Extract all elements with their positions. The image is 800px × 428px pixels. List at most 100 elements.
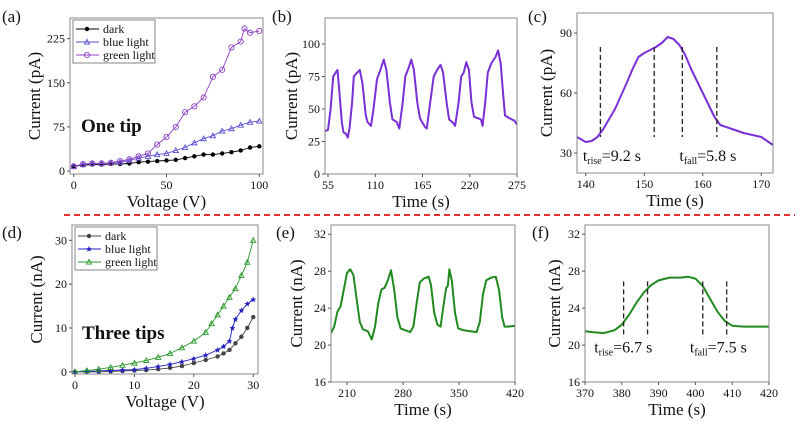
panel-a: (a) 0 50 100 0 75 150 225 Voltage (V) Current (pA… (2, 7, 268, 211)
plot-frame (330, 224, 516, 383)
data-point (208, 320, 216, 327)
data-point (119, 367, 126, 373)
data-point (226, 338, 233, 344)
data-point (238, 307, 245, 314)
data-point (243, 258, 251, 265)
annotation-subscript: fall (694, 347, 708, 358)
data-point (218, 127, 226, 134)
data-point (202, 328, 210, 335)
data-point (239, 334, 244, 339)
series-dark (71, 144, 262, 169)
y-tick-label: 20 (314, 338, 326, 352)
x-axis-label: Time (s) (648, 400, 705, 419)
y-tick-label: 25 (308, 135, 320, 149)
y-tick-label: 16 (314, 375, 326, 389)
data-point (79, 160, 87, 168)
x-tick-label: 55 (322, 178, 334, 192)
data-point (249, 236, 257, 243)
data-point (95, 365, 103, 372)
annotation-subscript: rise (599, 347, 614, 358)
annotation-subscript: fall (684, 156, 698, 167)
data-point (237, 38, 244, 45)
y-axis-label: Current (nA) (287, 259, 306, 347)
time-annotation: trise=6.7 s (594, 339, 652, 358)
y-tick-label: 30 (55, 233, 67, 247)
x-axis-label: Time (s) (646, 191, 703, 210)
series-line (73, 28, 260, 167)
data-point (84, 26, 90, 32)
x-tick-label: 220 (461, 178, 479, 192)
data-point (219, 151, 225, 156)
data-point (200, 135, 207, 142)
x-tick-label: 0 (71, 178, 77, 192)
y-tick-label: 75 (308, 70, 320, 84)
y-tick-label: 75 (53, 120, 65, 134)
data-point (155, 158, 160, 164)
x-tick-label: 410 (723, 386, 741, 400)
plot-frame (324, 17, 518, 175)
data-point (83, 51, 91, 59)
y-axis-label: Current (nA) (545, 259, 564, 347)
data-point (200, 94, 207, 101)
data-point (86, 246, 92, 252)
x-tick-label: 380 (613, 386, 631, 400)
legend-entry: blue light (103, 35, 149, 49)
data-point (203, 357, 208, 363)
data-point (182, 155, 188, 161)
data-point (238, 148, 243, 153)
x-tick-label: 150 (635, 177, 653, 191)
data-point (163, 149, 170, 156)
annotation-symbol: t (679, 148, 684, 165)
x-tick-label: 420 (506, 386, 524, 400)
data-point (164, 158, 169, 163)
data-point (107, 363, 114, 370)
y-tick-label: 24 (568, 301, 580, 315)
data-point (144, 150, 151, 157)
panel-label: (e) (276, 223, 295, 242)
annotation-symbol: t (583, 148, 588, 165)
series-line (325, 49, 517, 139)
x-tick-label: 210 (338, 386, 356, 400)
inset-text: Three tips (82, 323, 165, 344)
time-annotation: trise=9.2 s (583, 148, 641, 167)
data-point (241, 25, 248, 32)
inset-text: One tip (81, 116, 142, 137)
data-point (220, 302, 227, 309)
data-point (229, 150, 234, 155)
x-tick-label: 50 (161, 178, 173, 192)
data-point (86, 233, 92, 239)
data-point (154, 353, 162, 360)
time-annotation: tfall=5.8 s (679, 148, 736, 167)
series-line (577, 36, 773, 146)
data-point (202, 352, 209, 358)
data-point (179, 363, 185, 369)
legend-entry: dark (105, 229, 126, 243)
panel-label: (f) (532, 223, 549, 242)
data-point (215, 354, 220, 359)
x-tick-label: 160 (694, 177, 712, 191)
y-tick-label: 16 (568, 375, 580, 389)
data-point (214, 346, 221, 353)
data-point (237, 271, 245, 278)
series-green-light (70, 25, 263, 170)
series-green-light (72, 236, 257, 374)
data-point (221, 351, 226, 356)
series-line (74, 240, 254, 373)
legend-entry: dark (103, 22, 124, 36)
y-axis-label: Current (nA) (27, 255, 46, 343)
panel-label: (b) (272, 7, 292, 26)
data-point (154, 141, 161, 148)
series-line (325, 49, 517, 139)
x-axis-label: Voltage (V) (125, 392, 204, 411)
y-tick-label: 10 (55, 321, 67, 335)
data-point (232, 316, 239, 323)
x-tick-label: 10 (128, 378, 140, 392)
data-point (131, 366, 138, 373)
panel-f: (f) 370 380 390 400 410 420 16 20 24 28 32 Time (s) C… (532, 223, 778, 419)
y-tick-label: 32 (314, 227, 326, 241)
x-tick-label: 370 (576, 386, 594, 400)
legend-entry: green light (103, 48, 155, 62)
data-point (167, 361, 174, 368)
data-point (228, 44, 235, 51)
